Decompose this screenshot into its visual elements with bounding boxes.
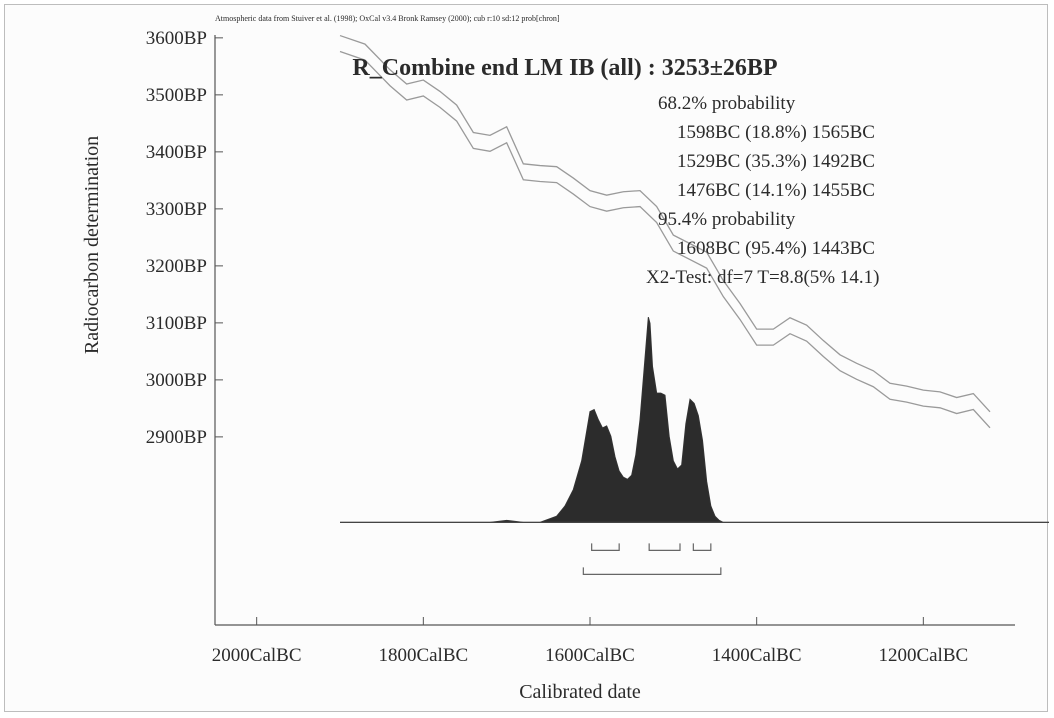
oxcal-calibration-chart: Atmospheric data from Stuiver et al. (19… [81, 14, 1049, 703]
calibration-curve [339, 34, 991, 429]
annotation-line: X2-Test: df=7 T=8.8(5% 14.1) [646, 267, 879, 288]
x-tick-label: 1800CalBC [378, 645, 468, 666]
range-bracket-68 [591, 543, 620, 551]
y-tick-label: 3400BP [146, 142, 207, 163]
x-tick-label: 1400CalBC [712, 645, 802, 666]
probability-annotations: 68.2% probability 1598BC (18.8%) 1565BC 15… [646, 93, 879, 288]
annotation-line: 95.4% probability [658, 209, 796, 230]
annotation-line: 68.2% probability [658, 93, 796, 114]
x-tick-label: 1600CalBC [545, 645, 635, 666]
chart-frame: Atmospheric data from Stuiver et al. (19… [4, 4, 1049, 712]
probability-distribution [340, 317, 1049, 523]
curve-lower-line [339, 50, 991, 429]
range-brackets [582, 543, 722, 575]
range-bracket-68 [692, 543, 712, 551]
y-tick-label: 3600BP [146, 28, 207, 49]
annotation-line: 1529BC (35.3%) 1492BC [677, 151, 875, 172]
y-tick-label: 3100BP [146, 313, 207, 334]
x-axis-title: Calibrated date [519, 681, 641, 703]
axes: 3600BP 3500BP 3400BP 3300BP 3200BP 3100BP 3000… [146, 28, 1015, 666]
x-tick-label: 1200CalBC [878, 645, 968, 666]
y-tick-label: 2900BP [146, 427, 207, 448]
curve-upper-line [339, 34, 991, 413]
y-tick-label: 3300BP [146, 199, 207, 220]
range-bracket-95 [582, 567, 722, 575]
x-tick-label: 2000CalBC [212, 645, 302, 666]
distribution-area [340, 317, 1049, 523]
annotation-line: 1598BC (18.8%) 1565BC [677, 122, 875, 143]
y-tick-label: 3500BP [146, 85, 207, 106]
chart-title: R_Combine end LM IB (all) : 3253±26BP [352, 55, 777, 81]
y-tick-label: 3200BP [146, 256, 207, 277]
annotation-line: 1476BC (14.1%) 1455BC [677, 180, 875, 201]
y-axis-title: Radiocarbon determination [81, 136, 103, 354]
y-tick-label: 3000BP [146, 370, 207, 391]
header-note: Atmospheric data from Stuiver et al. (19… [215, 14, 560, 23]
range-bracket-68 [648, 543, 681, 551]
annotation-line: 1608BC (95.4%) 1443BC [677, 238, 875, 259]
